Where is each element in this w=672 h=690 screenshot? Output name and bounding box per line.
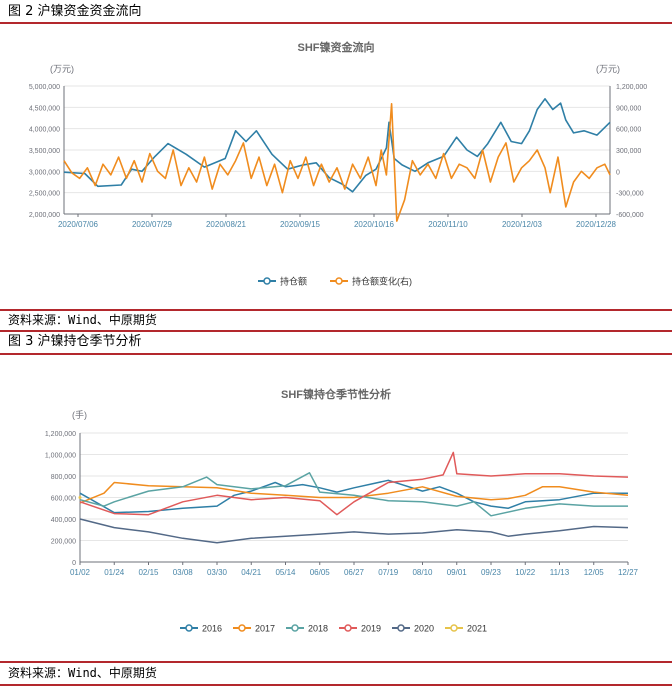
legend-swatch-dot (450, 624, 458, 632)
chart-1-grid (63, 85, 611, 215)
left-tick-label: 3,000,000 (29, 169, 60, 176)
chart-1-legend[interactable]: 持仓额 持仓额变化(右) (258, 276, 412, 287)
legend-swatch-dot (263, 277, 271, 285)
legend-swatch-dot (238, 624, 246, 632)
y-tick-label: 1,000,000 (45, 453, 76, 460)
right-tick-label: 600,000 (616, 127, 641, 134)
left-tick-label: 2,000,000 (29, 212, 60, 219)
legend-label: 2020 (414, 624, 434, 634)
chart-1-right-axis: 1,200,000 900,000 600,000 300,000 0 -300,000 -… (616, 84, 647, 219)
source-rule-top (0, 309, 672, 311)
right-tick-label: 0 (616, 169, 620, 176)
legend-label: 2018 (308, 624, 328, 634)
x-tick-label: 06/27 (344, 568, 365, 577)
x-tick-label: 10/22 (515, 568, 536, 577)
legend-swatch-dot (335, 277, 343, 285)
x-tick-label: 03/08 (173, 568, 194, 577)
x-tick-label: 12/27 (618, 568, 639, 577)
left-tick-label: 2,500,000 (29, 191, 60, 198)
right-tick-label: 900,000 (616, 105, 641, 112)
chart-2-y-axis: 1,200,000 1,000,000 800,000 600,000 400,000 2… (45, 431, 76, 567)
figure-1-source: 资料来源：Wind、中原期货 (8, 313, 157, 327)
y-tick-label: 400,000 (51, 517, 76, 524)
series-line-0 (63, 98, 611, 193)
right-tick-label: -300,000 (616, 191, 644, 198)
caption-rule-2 (0, 353, 672, 355)
chart-2-y-unit: (手) (72, 409, 87, 420)
figure-1-caption: 图 2 沪镍资金资金流向 (8, 4, 142, 19)
x-tick-label: 2020/11/10 (428, 220, 468, 229)
x-tick-label: 02/15 (138, 568, 159, 577)
x-tick-label: 01/02 (70, 568, 91, 577)
chart-2-title: SHF镍持仓季节性分析 (281, 387, 391, 401)
x-tick-label: 03/30 (207, 568, 228, 577)
x-tick-label: 12/05 (584, 568, 605, 577)
chart-1-left-unit: (万元) (50, 64, 74, 74)
right-tick-label: -600,000 (616, 212, 644, 219)
x-tick-label: 2020/12/28 (576, 220, 617, 229)
series-point-5 (78, 496, 82, 499)
chart-2-x-axis: 01/02 01/24 02/15 03/08 03/30 04/21 05/14 06/05… (70, 562, 639, 577)
x-tick-label: 08/10 (412, 568, 433, 577)
x-tick-label: 04/21 (241, 568, 262, 577)
x-tick-label: 07/19 (378, 568, 399, 577)
right-tick-label: 1,200,000 (616, 84, 647, 91)
source-rule-bottom (0, 330, 672, 332)
y-tick-label: 600,000 (51, 496, 76, 503)
series-line-1 (79, 481, 629, 504)
x-tick-label: 09/01 (447, 568, 468, 577)
legend-swatch-dot (397, 624, 405, 632)
y-tick-label: 0 (72, 560, 76, 567)
source-rule-top-2 (0, 661, 672, 663)
legend-label: 2021 (467, 624, 487, 634)
caption-rule (0, 22, 672, 24)
left-tick-label: 5,000,000 (29, 84, 60, 91)
x-tick-label: 06/05 (310, 568, 331, 577)
legend-swatch-dot (344, 624, 352, 632)
right-tick-label: 300,000 (616, 148, 641, 155)
x-tick-label: 2020/09/15 (280, 220, 321, 229)
figure-2-source: 资料来源：Wind、中原期货 (8, 666, 157, 680)
chart-2-series (78, 451, 629, 544)
legend-label: 2019 (361, 624, 381, 634)
x-tick-label: 01/24 (104, 568, 125, 577)
legend-swatch-dot (185, 624, 193, 632)
series-line-2 (79, 472, 628, 517)
x-tick-label: 11/13 (550, 568, 570, 577)
legend-label: 持仓额 (280, 276, 307, 287)
y-tick-label: 800,000 (51, 474, 76, 481)
series-line-0 (79, 479, 628, 514)
x-tick-label: 2020/07/29 (132, 220, 173, 229)
chart-1-series (63, 98, 611, 222)
legend-swatch-dot (291, 624, 299, 632)
x-tick-label: 2020/08/21 (206, 220, 247, 229)
series-line-1 (63, 103, 611, 222)
left-tick-label: 4,500,000 (29, 105, 60, 112)
x-tick-label: 05/14 (275, 568, 296, 577)
legend-label: 2017 (255, 624, 275, 634)
source-rule-bottom-2 (0, 684, 672, 686)
legend-label: 2016 (202, 624, 222, 634)
x-tick-label: 2020/10/16 (354, 220, 395, 229)
left-tick-label: 4,000,000 (29, 127, 60, 134)
chart-1-title: SHF镍资金流向 (298, 40, 375, 54)
chart-1-x-axis: 2020/07/06 2020/07/29 2020/08/21 2020/09/15… (58, 214, 617, 229)
x-tick-label: 2020/07/06 (58, 220, 99, 229)
legend-label: 持仓额变化(右) (352, 276, 412, 287)
y-tick-label: 1,200,000 (45, 431, 76, 438)
chart-2: SHF镍持仓季节性分析 (手) 1,200,000 1,000,000 800,00… (45, 387, 639, 634)
x-tick-label: 2020/12/03 (502, 220, 543, 229)
figure-2-caption: 图 3 沪镍持仓季节分析 (8, 334, 142, 349)
x-tick-label: 09/23 (481, 568, 502, 577)
series-line-3 (79, 451, 629, 516)
y-tick-label: 200,000 (51, 539, 76, 546)
chart-2-legend[interactable]: 2016 2017 2018 2019 2020 2021 (180, 624, 487, 634)
left-tick-label: 3,500,000 (29, 148, 60, 155)
chart-1-left-axis: 5,000,000 4,500,000 4,000,000 3,500,000 3,00… (29, 84, 60, 219)
chart-1: SHF镍资金流向 (万元) (万元) 5,000,000 4,500,000 4,0… (29, 40, 647, 287)
chart-1-right-unit: (万元) (596, 64, 620, 74)
series-line-4 (79, 518, 629, 544)
